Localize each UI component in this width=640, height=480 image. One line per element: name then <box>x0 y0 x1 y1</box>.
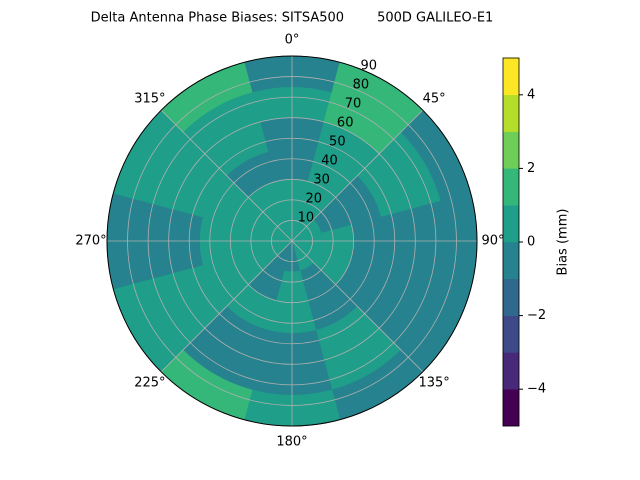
theta-tick-label: 225° <box>134 376 165 391</box>
r-tick-label: 50 <box>329 135 346 150</box>
colorbar-tick-label: −4 <box>527 382 546 397</box>
colorbar-band <box>502 388 520 427</box>
colorbar-band <box>502 94 520 132</box>
colorbar-band <box>502 352 520 390</box>
theta-tick-label: 270° <box>75 234 106 249</box>
theta-tick-label: 315° <box>134 91 165 106</box>
colorbar-tick-label: 2 <box>527 161 535 176</box>
colorbar: −4 −2 0 2 4 Bias (mm) <box>502 57 571 427</box>
colorbar-tick-label: 0 <box>527 235 535 250</box>
colorbar-band <box>502 57 520 96</box>
theta-tick-label: 180° <box>276 435 307 450</box>
theta-tick-label: 0° <box>285 33 300 48</box>
colorbar-band <box>502 315 520 353</box>
r-tick-label: 20 <box>305 192 322 207</box>
colorbar-label: Bias (mm) <box>556 209 571 276</box>
theta-tick-label: 135° <box>418 376 449 391</box>
r-tick-label: 10 <box>298 211 315 226</box>
colorbar-band <box>502 278 520 316</box>
theta-tick-label: 45° <box>423 91 446 106</box>
theta-tick-label: 90° <box>481 234 504 249</box>
r-tick-label: 70 <box>345 97 362 112</box>
colorbar-band <box>502 204 520 243</box>
r-tick-label: 80 <box>353 78 370 93</box>
colorbar-band <box>502 168 520 206</box>
colorbar-tick-label: 4 <box>527 87 535 102</box>
colorbar-band <box>502 131 520 169</box>
r-tick-label: 40 <box>321 154 338 169</box>
grid-spoke <box>160 240 293 373</box>
r-tick-label: 30 <box>313 173 330 188</box>
r-tick-label: 90 <box>361 59 378 74</box>
grid: 10 20 30 40 50 60 70 80 90 0° 45° 90° 135° 180° 225° 27… <box>75 33 504 450</box>
r-tick-label: 60 <box>337 116 354 131</box>
grid-spoke <box>291 240 424 373</box>
grid-spoke <box>160 109 293 242</box>
colorbar-band <box>502 241 520 280</box>
grid-spoke <box>291 109 424 242</box>
polar-frame <box>106 55 478 427</box>
chart-title: Delta Antenna Phase Biases: SITSA500 500… <box>91 11 494 26</box>
colorbar-tick-label: −2 <box>527 308 546 323</box>
